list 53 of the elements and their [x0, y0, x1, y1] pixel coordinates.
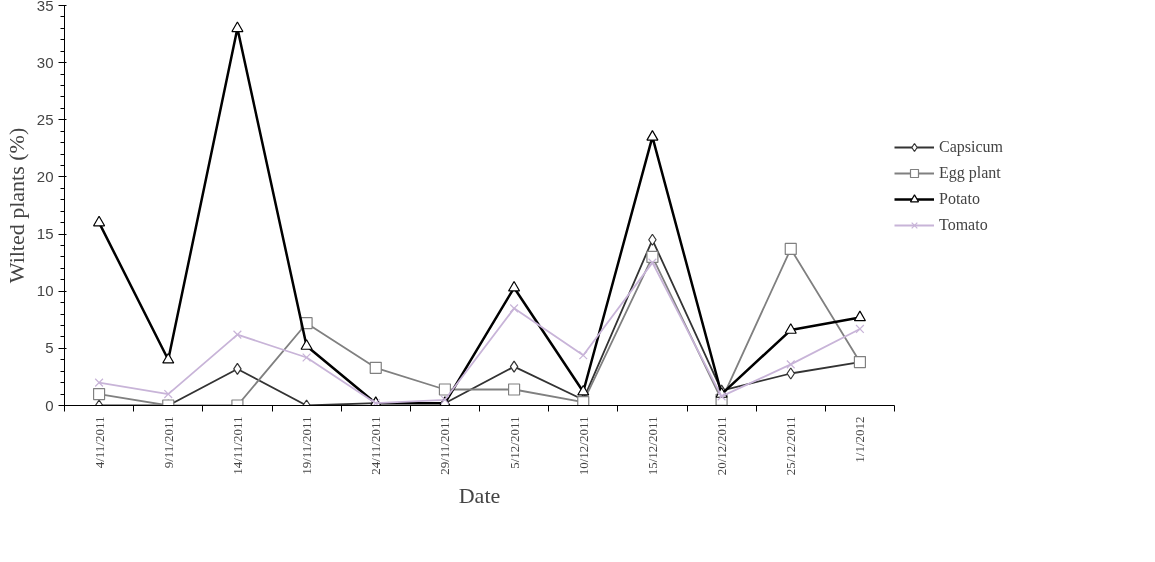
point — [438, 383, 452, 396]
y-axis-title: Wilted plants (%) — [3, 127, 29, 284]
point — [717, 391, 727, 401]
point — [92, 387, 106, 401]
x-tick-label: 4/11/2011 — [91, 416, 107, 469]
x-tick-label: 24/11/2011 — [368, 416, 384, 475]
point — [92, 215, 106, 227]
point — [784, 323, 797, 334]
x-tick-label: 5/12/2011 — [506, 416, 522, 469]
point — [855, 324, 865, 334]
x-axis-title: Date — [458, 483, 501, 509]
point — [578, 350, 588, 360]
point — [509, 360, 519, 373]
x-tick-label: 29/11/2011 — [437, 416, 453, 475]
x-tick-label: 25/12/2011 — [783, 416, 799, 476]
point — [646, 250, 659, 264]
point — [232, 330, 242, 340]
point — [94, 378, 104, 388]
point — [369, 361, 382, 374]
point — [786, 359, 796, 369]
point — [507, 280, 521, 292]
y-tick-label: 20 — [36, 167, 54, 185]
x-tick-label: 19/11/2011 — [299, 416, 315, 475]
y-tick-label: 25 — [36, 110, 54, 128]
point — [163, 389, 173, 399]
x-tick-label: 14/11/2011 — [229, 416, 245, 475]
point — [577, 384, 590, 396]
x-tick-label: 1/1/2012 — [852, 416, 868, 463]
y-tick-label: 30 — [36, 53, 54, 71]
point — [647, 258, 657, 268]
point — [300, 339, 313, 350]
y-tick-label: 5 — [45, 339, 54, 357]
point — [507, 383, 521, 396]
point — [646, 129, 659, 141]
legend-label: Egg plant — [939, 164, 1001, 182]
point — [509, 303, 519, 313]
x-tick-label: 10/12/2011 — [575, 416, 591, 476]
point — [853, 310, 867, 322]
x-tick-label: 15/12/2011 — [644, 416, 660, 476]
legend-label: Potato — [939, 190, 980, 208]
legend-label: Capsicum — [939, 138, 1003, 156]
x-tick-label: 20/12/2011 — [714, 416, 730, 476]
y-tick-label: 35 — [36, 0, 54, 14]
y-tick-label: 0 — [45, 396, 54, 414]
x-tick-label: 9/11/2011 — [160, 416, 176, 469]
point — [231, 21, 244, 33]
point — [302, 353, 312, 362]
legend-label: Tomato — [939, 216, 988, 234]
point — [162, 352, 175, 364]
y-tick-label: 15 — [36, 225, 54, 243]
y-tick-label: 10 — [36, 282, 54, 300]
point — [786, 367, 796, 380]
point — [784, 242, 797, 256]
